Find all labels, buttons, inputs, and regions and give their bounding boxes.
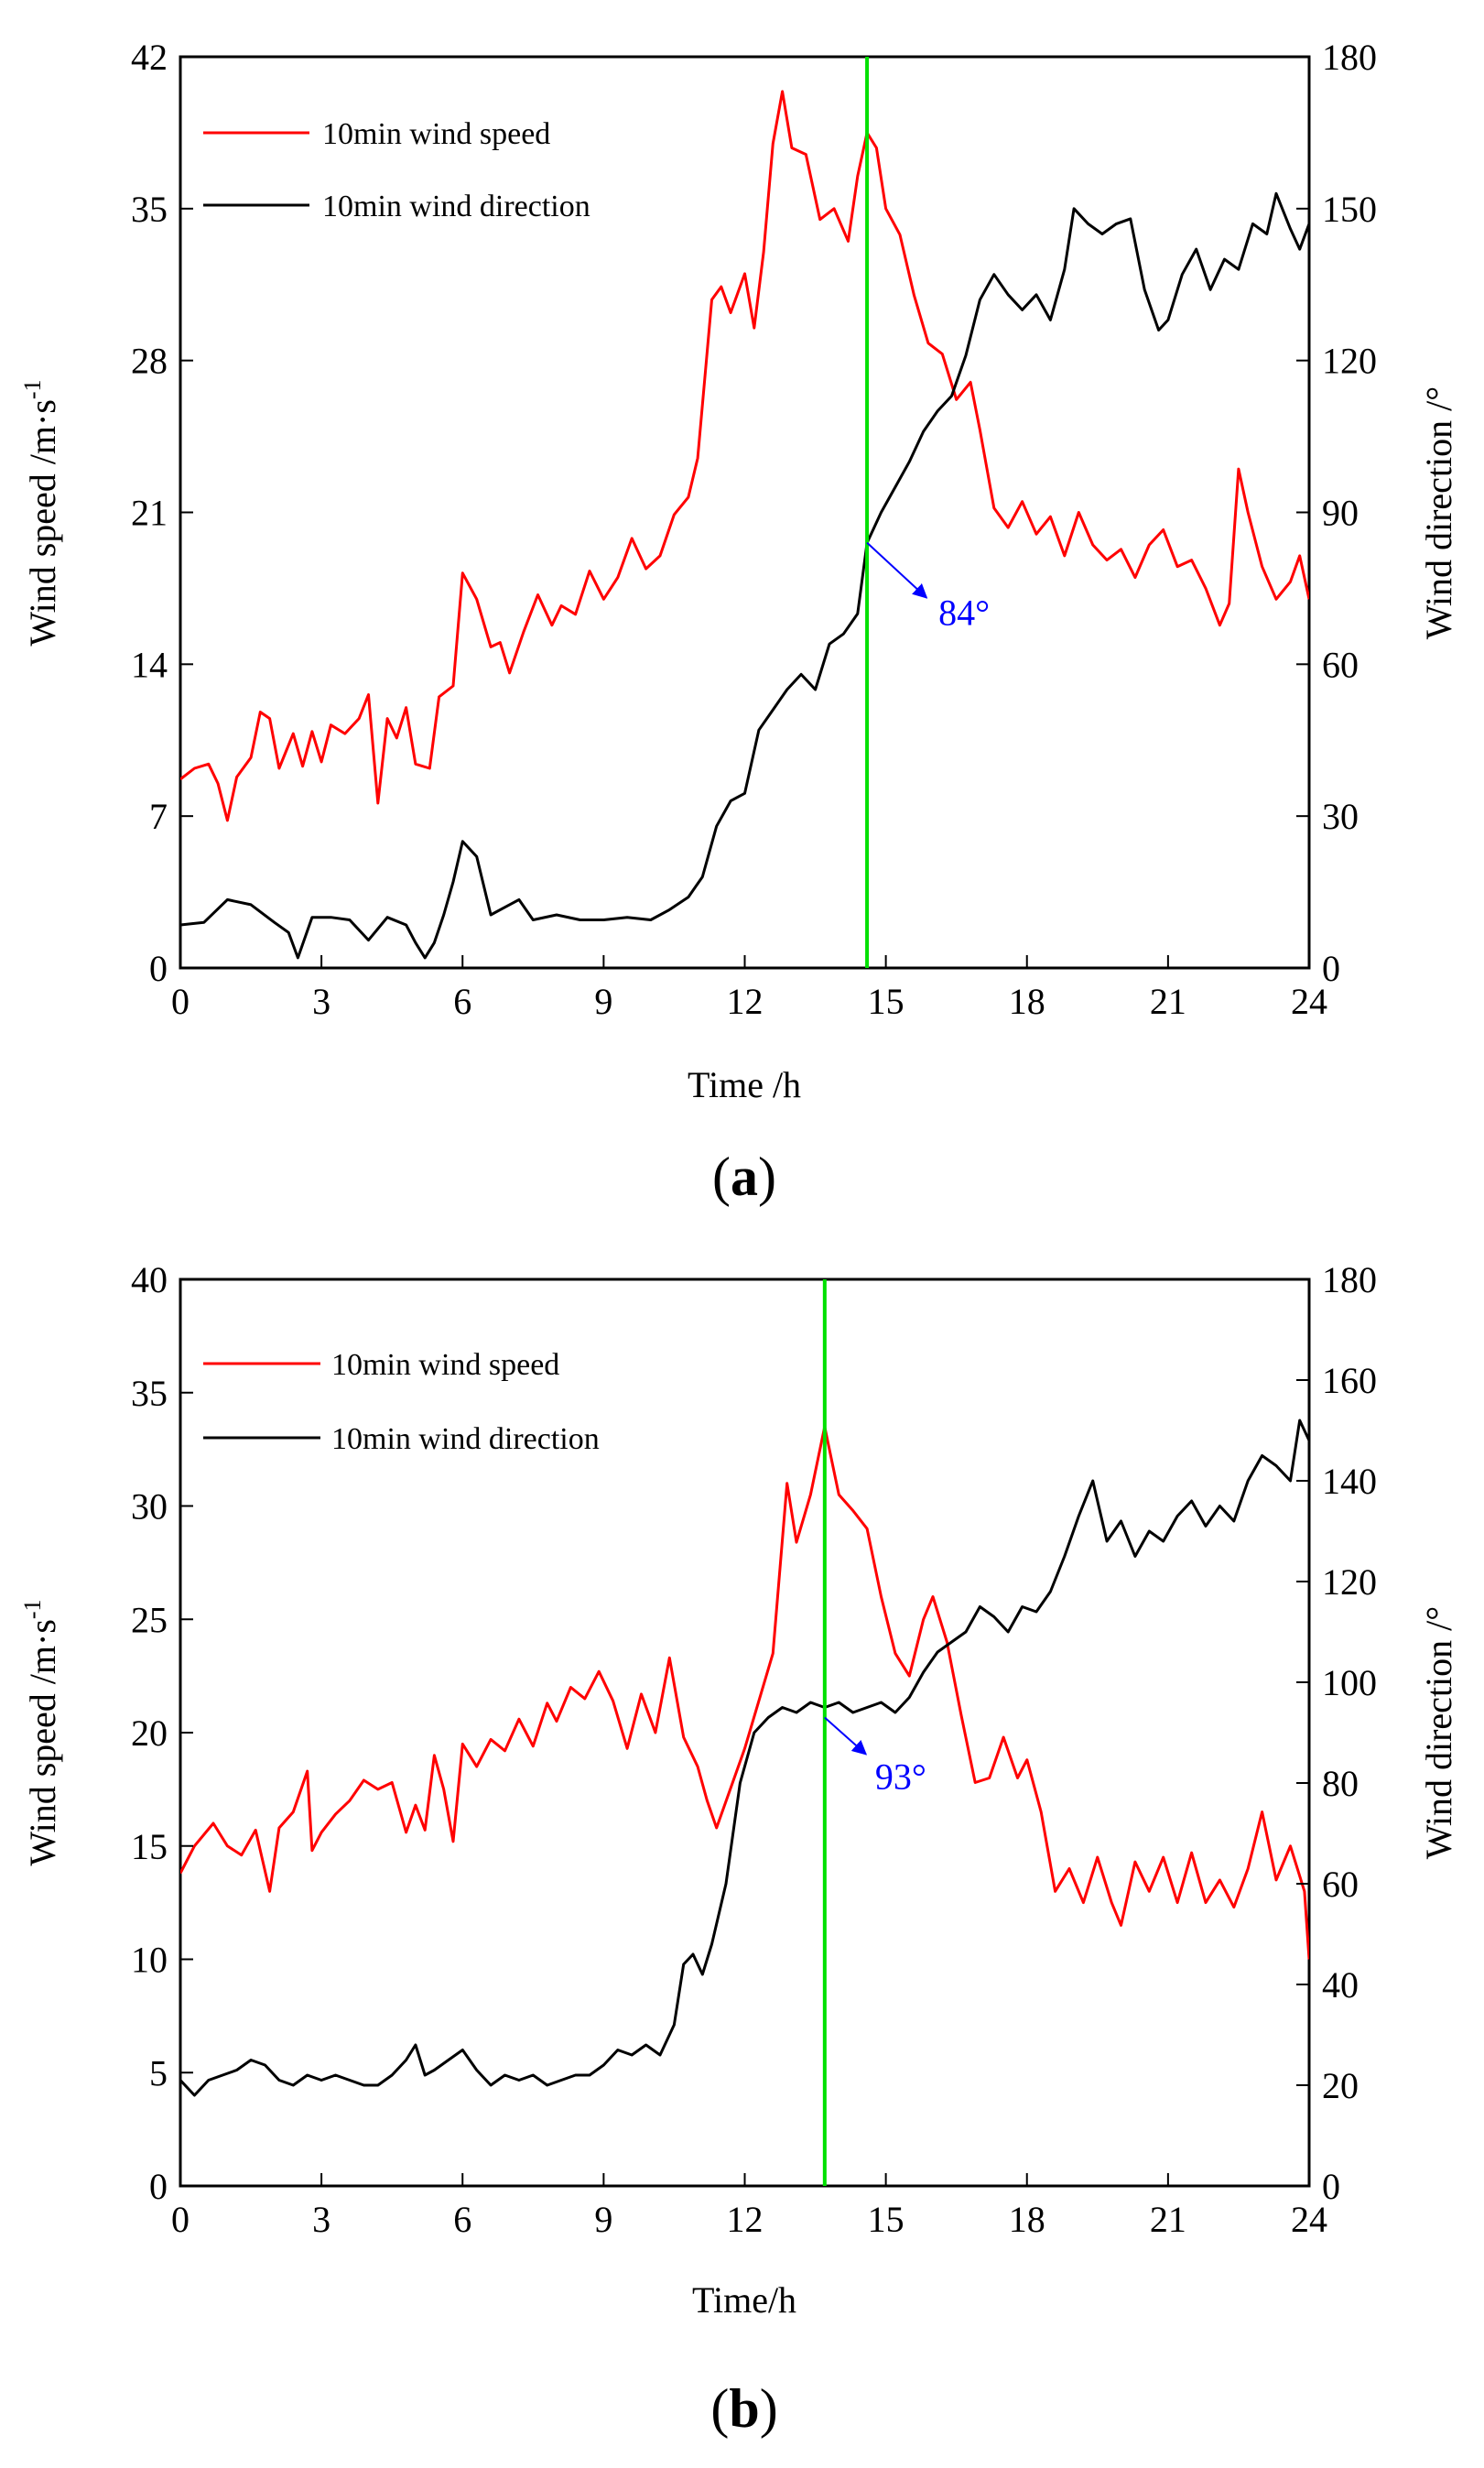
x-tick-label: 12	[727, 2199, 764, 2240]
left-y-tick-label: 42	[131, 37, 168, 78]
plot-area	[180, 1279, 1309, 2186]
left-y-tick-label: 15	[131, 1826, 168, 1867]
left-y-axis: 0 5 10 15 20 25 30 35 40	[131, 1259, 193, 2207]
x-axis-title: Time /h	[688, 1064, 801, 1105]
right-y-tick-label: 90	[1322, 493, 1359, 534]
right-y-tick-label: 60	[1322, 1864, 1359, 1905]
right-y-tick-label: 60	[1322, 644, 1359, 685]
series-line-10min-wind-direction	[180, 191, 1309, 960]
x-tick-label: 24	[1291, 2199, 1327, 2240]
left-y-tick-label: 0	[149, 2166, 168, 2207]
x-tick-label: 18	[1009, 2199, 1045, 2240]
right-y-tick-label: 150	[1322, 189, 1377, 230]
left-y-tick-label: 14	[131, 644, 168, 685]
right-y-axis: 0 20 40 60 80 100 120 140 160 180	[1296, 1259, 1377, 2207]
right-axis-title: Wind direction /°	[1418, 1606, 1459, 1860]
x-tick-label: 21	[1150, 2199, 1186, 2240]
series-line-10min-wind-speed	[180, 90, 1309, 822]
left-y-tick-label: 25	[131, 1599, 168, 1640]
left-y-tick-label: 28	[131, 341, 168, 382]
x-tick-label: 3	[312, 2199, 330, 2240]
annotation-label: 93°	[875, 1756, 926, 1798]
left-axis-title-superscript: -1	[19, 379, 46, 399]
right-y-tick-label: 100	[1322, 1662, 1377, 1703]
legend-label-wind-speed: 10min wind speed	[322, 117, 550, 151]
chart-panel-b: 0 3 6 9 12 15 18 21 24 0 5 10 15 20 25 30 35 40 0 20 40 60 8…	[19, 1259, 1459, 2439]
x-tick-label: 18	[1009, 981, 1045, 1022]
right-y-tick-label: 140	[1322, 1461, 1377, 1502]
left-y-tick-label: 7	[149, 796, 168, 837]
left-y-tick-label: 10	[131, 1940, 168, 1981]
right-y-axis: 0 30 60 90 120 150 180	[1296, 37, 1377, 989]
right-y-tick-label: 0	[1322, 2166, 1340, 2207]
left-axis-title-text: Wind speed /m·s	[22, 1619, 63, 1865]
x-tick-label: 9	[594, 981, 612, 1022]
legend: 10min wind speed 10min wind direction	[203, 117, 590, 223]
plot-area	[180, 57, 1309, 968]
left-axis-title: Wind speed /m·s-1	[19, 1599, 63, 1865]
annotation-label: 84°	[938, 593, 990, 634]
left-axis-title-text: Wind speed /m·s	[22, 399, 63, 646]
x-tick-label: 6	[453, 2199, 471, 2240]
x-tick-label: 12	[727, 981, 764, 1022]
left-y-tick-label: 40	[131, 1259, 168, 1300]
x-axis-title: Time/h	[692, 2279, 796, 2321]
right-y-tick-label: 160	[1322, 1360, 1377, 1401]
panel-letter-b: b	[729, 2378, 759, 2439]
annotation: 93°	[824, 1716, 926, 1798]
x-tick-label: 21	[1150, 981, 1186, 1022]
panel-letter-a: a	[731, 1147, 758, 1207]
x-tick-label: 9	[594, 2199, 612, 2240]
x-axis: 0 3 6 9 12 15 18 21 24	[171, 955, 1327, 1022]
legend: 10min wind speed 10min wind direction	[203, 1348, 600, 1456]
panel-label-a: (a)	[712, 1147, 776, 1207]
right-y-tick-label: 120	[1322, 1561, 1377, 1603]
series-group	[180, 1419, 1309, 2097]
left-y-tick-label: 20	[131, 1712, 168, 1754]
right-y-tick-label: 40	[1322, 1964, 1359, 2006]
x-axis: 0 3 6 9 12 15 18 21 24	[171, 2173, 1327, 2240]
annotation: 84°	[866, 541, 990, 634]
right-y-tick-label: 20	[1322, 2065, 1359, 2106]
x-tick-label: 15	[868, 2199, 904, 2240]
left-axis-title-superscript: -1	[19, 1599, 46, 1619]
right-y-tick-label: 30	[1322, 796, 1359, 837]
x-tick-label: 3	[312, 981, 330, 1022]
x-tick-label: 0	[171, 981, 190, 1022]
plot-frame	[179, 1277, 1311, 2188]
right-axis-title: Wind direction /°	[1418, 386, 1459, 640]
left-y-axis: 0 7 14 21 28 35 42	[131, 37, 193, 989]
annotation-arrow	[824, 1716, 868, 1756]
right-y-tick-label: 80	[1322, 1763, 1359, 1804]
x-tick-label: 24	[1291, 981, 1327, 1022]
left-y-tick-label: 35	[131, 189, 168, 230]
x-tick-label: 0	[171, 2199, 190, 2240]
series-group	[180, 90, 1309, 960]
series-line-10min-wind-direction	[180, 1419, 1309, 2097]
right-y-tick-label: 180	[1322, 1259, 1377, 1300]
chart-panel-a: 0 3 6 9 12 15 18 21 24 0 7 14 21 28 35 42 0 30 60 90 120 15…	[19, 37, 1459, 1207]
left-y-tick-label: 5	[149, 2052, 168, 2093]
legend-label-wind-direction: 10min wind direction	[331, 1422, 600, 1456]
left-y-tick-label: 21	[131, 493, 168, 534]
left-y-tick-label: 0	[149, 948, 168, 989]
right-y-tick-label: 180	[1322, 37, 1377, 78]
annotation-arrow	[866, 541, 928, 599]
right-y-tick-label: 0	[1322, 948, 1340, 989]
right-y-tick-label: 120	[1322, 341, 1377, 382]
x-tick-label: 6	[453, 981, 471, 1022]
legend-label-wind-speed: 10min wind speed	[331, 1348, 559, 1382]
left-y-tick-label: 35	[131, 1373, 168, 1414]
panel-label-b: (b)	[710, 2378, 777, 2439]
left-y-tick-label: 30	[131, 1486, 168, 1528]
x-tick-label: 15	[868, 981, 904, 1022]
series-line-10min-wind-speed	[180, 1425, 1309, 1960]
legend-label-wind-direction: 10min wind direction	[322, 190, 590, 223]
left-axis-title: Wind speed /m·s-1	[19, 379, 63, 646]
